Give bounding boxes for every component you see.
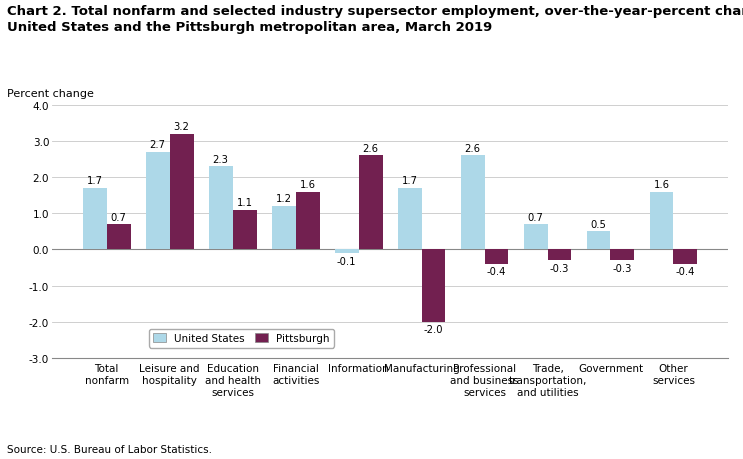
Text: -2.0: -2.0 xyxy=(424,325,444,335)
Text: 0.7: 0.7 xyxy=(528,212,543,222)
Bar xyxy=(169,134,194,250)
Text: -0.3: -0.3 xyxy=(550,263,569,273)
Bar xyxy=(461,156,484,250)
Legend: United States, Pittsburgh: United States, Pittsburgh xyxy=(149,329,334,348)
Text: 0.7: 0.7 xyxy=(111,212,126,222)
Text: 1.6: 1.6 xyxy=(654,179,669,190)
Bar xyxy=(359,156,383,250)
Text: Chart 2. Total nonfarm and selected industry supersector employment, over-the-ye: Chart 2. Total nonfarm and selected indu… xyxy=(7,5,743,17)
Bar xyxy=(82,189,107,250)
Bar xyxy=(146,152,169,250)
Text: 3.2: 3.2 xyxy=(174,122,189,132)
Text: -0.4: -0.4 xyxy=(487,267,506,277)
Text: 1.1: 1.1 xyxy=(236,198,253,207)
Bar xyxy=(586,232,611,250)
Text: Source: U.S. Bureau of Labor Statistics.: Source: U.S. Bureau of Labor Statistics. xyxy=(7,444,212,454)
Bar xyxy=(209,167,233,250)
Bar xyxy=(334,250,359,253)
Text: -0.3: -0.3 xyxy=(613,263,632,273)
Text: 1.7: 1.7 xyxy=(402,176,418,186)
Text: Percent change: Percent change xyxy=(7,89,94,99)
Bar xyxy=(421,250,446,322)
Bar xyxy=(107,224,131,250)
Text: 2.3: 2.3 xyxy=(212,154,229,164)
Bar xyxy=(398,189,421,250)
Text: -0.4: -0.4 xyxy=(675,267,695,277)
Text: -0.1: -0.1 xyxy=(337,256,357,266)
Bar xyxy=(296,192,319,250)
Text: 1.7: 1.7 xyxy=(87,176,103,186)
Text: 1.2: 1.2 xyxy=(276,194,292,204)
Bar xyxy=(548,250,571,261)
Bar xyxy=(673,250,698,264)
Bar xyxy=(524,224,548,250)
Text: 2.7: 2.7 xyxy=(149,140,166,150)
Text: 1.6: 1.6 xyxy=(299,179,316,190)
Text: 2.6: 2.6 xyxy=(363,144,378,153)
Text: 0.5: 0.5 xyxy=(591,219,606,229)
Bar xyxy=(484,250,508,264)
Bar xyxy=(272,207,296,250)
Bar xyxy=(233,210,256,250)
Text: United States and the Pittsburgh metropolitan area, March 2019: United States and the Pittsburgh metropo… xyxy=(7,21,493,34)
Bar xyxy=(649,192,673,250)
Text: 2.6: 2.6 xyxy=(464,144,481,153)
Bar xyxy=(611,250,635,261)
